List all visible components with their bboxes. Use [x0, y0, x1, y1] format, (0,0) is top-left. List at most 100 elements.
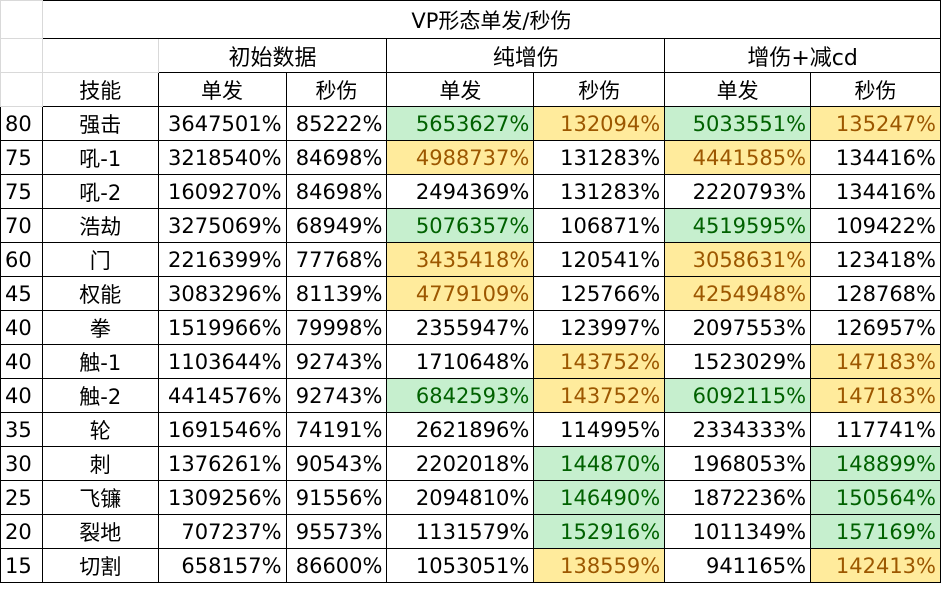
level-cell[interactable]: 25 [0, 480, 43, 515]
pure-single-cell[interactable]: 2355947% [386, 310, 535, 345]
cdr-single-cell[interactable]: 6092115% [664, 378, 812, 413]
initial-single-header[interactable]: 单发 [157, 72, 287, 107]
initial-dps-cell[interactable]: 91556% [285, 480, 388, 515]
skill-cell[interactable]: 权能 [41, 276, 159, 311]
cdr-dps-cell[interactable]: 134416% [810, 174, 941, 209]
skill-header[interactable]: 技能 [41, 72, 159, 107]
cdr-dps-cell[interactable]: 135247% [810, 106, 941, 141]
pure-dps-header[interactable]: 秒伤 [533, 72, 666, 107]
level-cell[interactable]: 40 [0, 378, 43, 413]
initial-dps-cell[interactable]: 86600% [285, 548, 388, 583]
cdr-dps-cell[interactable]: 142413% [810, 548, 941, 583]
pure-single-cell[interactable]: 2094810% [386, 480, 535, 515]
level-cell[interactable]: 80 [0, 106, 43, 141]
initial-single-cell[interactable]: 2216399% [157, 242, 287, 277]
cdr-single-cell[interactable]: 941165% [664, 548, 812, 583]
level-cell[interactable]: 35 [0, 412, 43, 447]
cdr-single-cell[interactable]: 1872236% [664, 480, 812, 515]
initial-single-cell[interactable]: 1609270% [157, 174, 287, 209]
pure-dps-cell[interactable]: 120541% [533, 242, 666, 277]
corner-cell[interactable] [0, 0, 43, 39]
pure-dps-cell[interactable]: 131283% [533, 174, 666, 209]
cdr-dps-cell[interactable]: 134416% [810, 140, 941, 175]
level-cell[interactable]: 30 [0, 446, 43, 481]
group-pure-header[interactable]: 纯增伤 [386, 38, 666, 73]
pure-single-cell[interactable]: 2494369% [386, 174, 535, 209]
initial-dps-cell[interactable]: 92743% [285, 344, 388, 379]
cdr-dps-cell[interactable]: 117741% [810, 412, 941, 447]
pure-single-header[interactable]: 单发 [386, 72, 535, 107]
pure-dps-cell[interactable]: 152916% [533, 514, 666, 549]
level-cell[interactable]: 40 [0, 310, 43, 345]
cdr-dps-cell[interactable]: 128768% [810, 276, 941, 311]
level-cell[interactable]: 40 [0, 344, 43, 379]
pure-single-cell[interactable]: 5653627% [386, 106, 535, 141]
cdr-single-cell[interactable]: 1523029% [664, 344, 812, 379]
cdr-single-cell[interactable]: 1968053% [664, 446, 812, 481]
skill-cell[interactable]: 拳 [41, 310, 159, 345]
cdr-dps-cell[interactable]: 150564% [810, 480, 941, 515]
group-cdr-header[interactable]: 增伤+减cd [664, 38, 941, 73]
cdr-single-cell[interactable]: 2097553% [664, 310, 812, 345]
skill-cell[interactable]: 触-1 [41, 344, 159, 379]
initial-single-cell[interactable]: 1309256% [157, 480, 287, 515]
pure-single-cell[interactable]: 1131579% [386, 514, 535, 549]
cdr-dps-header[interactable]: 秒伤 [810, 72, 941, 107]
initial-dps-cell[interactable]: 85222% [285, 106, 388, 141]
cdr-single-cell[interactable]: 5033551% [664, 106, 812, 141]
skill-cell[interactable]: 吼-2 [41, 174, 159, 209]
pure-dps-cell[interactable]: 138559% [533, 548, 666, 583]
cdr-single-cell[interactable]: 4441585% [664, 140, 812, 175]
pure-single-cell[interactable]: 2202018% [386, 446, 535, 481]
initial-dps-header[interactable]: 秒伤 [285, 72, 388, 107]
pure-dps-cell[interactable]: 132094% [533, 106, 666, 141]
level-cell[interactable]: 60 [0, 242, 43, 277]
pure-single-cell[interactable]: 6842593% [386, 378, 535, 413]
pure-dps-cell[interactable]: 106871% [533, 208, 666, 243]
pure-single-cell[interactable]: 5076357% [386, 208, 535, 243]
cdr-dps-cell[interactable]: 123418% [810, 242, 941, 277]
initial-dps-cell[interactable]: 81139% [285, 276, 388, 311]
level-cell[interactable]: 75 [0, 140, 43, 175]
cdr-dps-cell[interactable]: 126957% [810, 310, 941, 345]
cdr-dps-cell[interactable]: 148899% [810, 446, 941, 481]
level-cell[interactable]: 45 [0, 276, 43, 311]
initial-dps-cell[interactable]: 95573% [285, 514, 388, 549]
initial-single-cell[interactable]: 1519966% [157, 310, 287, 345]
initial-dps-cell[interactable]: 84698% [285, 174, 388, 209]
skill-cell[interactable]: 裂地 [41, 514, 159, 549]
level-cell[interactable]: 15 [0, 548, 43, 583]
pure-dps-cell[interactable]: 125766% [533, 276, 666, 311]
initial-dps-cell[interactable]: 79998% [285, 310, 388, 345]
initial-single-cell[interactable]: 1103644% [157, 344, 287, 379]
cdr-single-cell[interactable]: 2220793% [664, 174, 812, 209]
level-cell[interactable]: 70 [0, 208, 43, 243]
pure-dps-cell[interactable]: 146490% [533, 480, 666, 515]
initial-dps-cell[interactable]: 92743% [285, 378, 388, 413]
pure-single-cell[interactable]: 4779109% [386, 276, 535, 311]
cdr-dps-cell[interactable]: 147183% [810, 344, 941, 379]
cdr-dps-cell[interactable]: 157169% [810, 514, 941, 549]
cdr-dps-cell[interactable]: 109422% [810, 208, 941, 243]
initial-single-cell[interactable]: 1691546% [157, 412, 287, 447]
initial-single-cell[interactable]: 3647501% [157, 106, 287, 141]
pure-single-cell[interactable]: 4988737% [386, 140, 535, 175]
pure-dps-cell[interactable]: 143752% [533, 378, 666, 413]
initial-dps-cell[interactable]: 90543% [285, 446, 388, 481]
skill-cell[interactable]: 飞镰 [41, 480, 159, 515]
initial-single-cell[interactable]: 3275069% [157, 208, 287, 243]
pure-dps-cell[interactable]: 123997% [533, 310, 666, 345]
initial-single-cell[interactable]: 658157% [157, 548, 287, 583]
initial-single-cell[interactable]: 3083296% [157, 276, 287, 311]
pure-single-cell[interactable]: 3435418% [386, 242, 535, 277]
cdr-dps-cell[interactable]: 147183% [810, 378, 941, 413]
skill-cell[interactable]: 门 [41, 242, 159, 277]
skill-cell[interactable]: 强击 [41, 106, 159, 141]
skill-cell[interactable]: 浩劫 [41, 208, 159, 243]
cdr-single-cell[interactable]: 3058631% [664, 242, 812, 277]
pure-single-cell[interactable]: 1053051% [386, 548, 535, 583]
skill-cell[interactable]: 刺 [41, 446, 159, 481]
cdr-single-cell[interactable]: 4519595% [664, 208, 812, 243]
initial-dps-cell[interactable]: 84698% [285, 140, 388, 175]
table-title[interactable]: VP形态单发/秒伤 [41, 0, 941, 39]
